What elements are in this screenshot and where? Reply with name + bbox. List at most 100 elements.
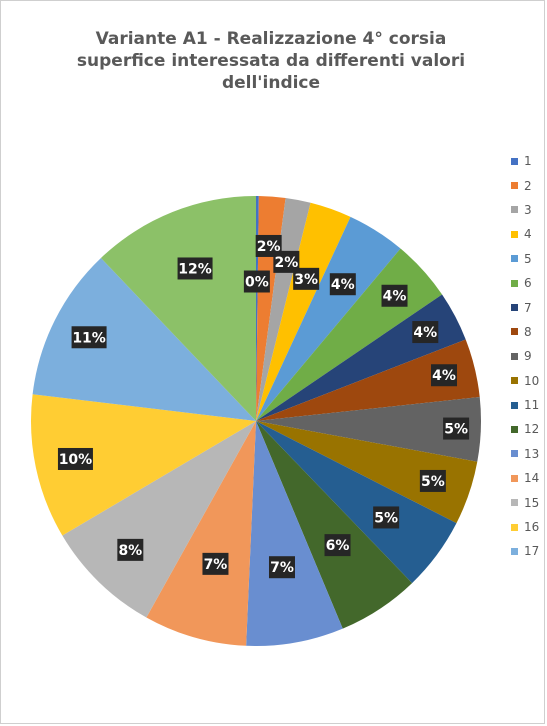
legend-label-12: 12 [524, 422, 540, 437]
data-label-text-15: 10% [59, 452, 93, 468]
legend-swatch-7 [511, 304, 518, 312]
legend-label-13: 13 [524, 446, 540, 461]
legend-swatch-11 [511, 401, 518, 409]
pie-slice-15 [30, 394, 257, 536]
legend-item-9: 9 [511, 344, 545, 368]
legend-swatch-1 [511, 157, 518, 165]
legend-label-9: 9 [524, 349, 532, 364]
data-label-box-4 [329, 273, 356, 296]
legend-swatch-5 [511, 255, 518, 263]
data-label-box-11 [324, 534, 351, 557]
legend: 1 2 3 4 5 6 7 8 9 10 11 12 13 14 15 16 17 [511, 149, 545, 564]
legend-label-7: 7 [524, 300, 532, 315]
data-label-12: 7% [268, 556, 295, 579]
legend-item-17: 17 [511, 539, 545, 563]
data-label-box-3 [293, 267, 320, 290]
data-label-text-16: 11% [72, 330, 106, 346]
chart-title: Variante A1 - Realizzazione 4° corsia su… [41, 28, 501, 94]
data-label-3: 3% [293, 267, 320, 290]
data-label-text-10: 5% [374, 510, 398, 526]
data-label-11: 6% [324, 534, 351, 557]
legend-swatch-17 [511, 547, 518, 555]
legend-swatch-14 [511, 474, 518, 482]
data-label-16: 11% [71, 326, 107, 349]
data-label-14: 8% [117, 538, 144, 561]
data-label-text-4: 4% [331, 277, 355, 293]
legend-label-14: 14 [524, 471, 540, 486]
data-label-text-6: 4% [413, 325, 437, 341]
data-label-text-2: 2% [274, 255, 298, 271]
data-label-7: 4% [431, 364, 458, 387]
legend-label-2: 2 [524, 178, 532, 193]
pie-slice-16 [32, 257, 257, 421]
legend-item-1: 1 [511, 149, 545, 173]
legend-item-6: 6 [511, 271, 545, 295]
data-label-box-8 [443, 417, 470, 440]
legend-item-2: 2 [511, 173, 545, 197]
legend-item-7: 7 [511, 295, 545, 319]
legend-item-15: 15 [511, 490, 545, 514]
legend-item-13: 13 [511, 442, 545, 466]
data-label-15: 10% [57, 447, 93, 470]
data-label-box-7 [431, 364, 458, 387]
legend-swatch-15 [511, 499, 518, 507]
pie-slice-14 [62, 421, 257, 618]
legend-swatch-12 [511, 425, 518, 433]
pie-slice-8 [256, 397, 482, 462]
data-label-9: 5% [419, 469, 446, 492]
pie-slice-3 [256, 202, 351, 421]
legend-swatch-4 [511, 230, 518, 238]
data-label-6: 4% [412, 321, 439, 344]
legend-label-16: 16 [524, 520, 540, 535]
data-label-5: 4% [381, 284, 408, 307]
legend-label-1: 1 [524, 154, 532, 169]
data-label-17: 12% [177, 257, 213, 280]
data-label-box-6 [412, 321, 439, 344]
data-label-text-11: 6% [326, 538, 350, 554]
legend-item-14: 14 [511, 466, 545, 490]
data-label-box-15 [57, 447, 93, 470]
data-label-box-5 [381, 284, 408, 307]
data-label-text-7: 4% [432, 368, 456, 384]
legend-label-5: 5 [524, 251, 532, 266]
pie-slice-10 [256, 421, 457, 584]
data-label-text-0: 0% [245, 275, 269, 291]
legend-item-4: 4 [511, 222, 545, 246]
data-label-10: 5% [373, 506, 400, 529]
pie-slice-7 [256, 339, 480, 421]
data-label-box-17 [177, 257, 213, 280]
data-label-text-5: 4% [383, 289, 407, 305]
legend-item-12: 12 [511, 417, 545, 441]
data-label-text-8: 5% [444, 422, 468, 438]
legend-swatch-9 [511, 352, 518, 360]
legend-label-11: 11 [524, 398, 540, 413]
chart-title-line-1: Variante A1 - Realizzazione 4° corsia [95, 29, 447, 49]
chart-title-line-3: dell'indice [221, 73, 321, 93]
data-label-box-14 [117, 538, 144, 561]
pie-slice-12 [246, 421, 343, 647]
legend-label-8: 8 [524, 324, 532, 339]
legend-swatch-6 [511, 279, 518, 287]
pie-slice-4 [256, 216, 401, 421]
data-label-box-0 [243, 270, 270, 293]
data-label-text-17: 12% [178, 261, 212, 277]
legend-label-17: 17 [524, 544, 540, 559]
legend-item-16: 16 [511, 515, 545, 539]
data-label-2: 2% [273, 250, 300, 273]
data-label-text-9: 5% [421, 474, 445, 490]
data-label-0: 0% [243, 270, 270, 293]
legend-swatch-16 [511, 523, 518, 531]
pie-slice-9 [256, 421, 478, 524]
legend-swatch-13 [511, 450, 518, 458]
data-label-4: 4% [329, 273, 356, 296]
data-label-box-10 [373, 506, 400, 529]
legend-item-11: 11 [511, 393, 545, 417]
pie-slice-17 [100, 196, 256, 421]
legend-label-4: 4 [524, 227, 532, 242]
pie-slice-13 [146, 421, 256, 646]
legend-label-15: 15 [524, 495, 540, 510]
pie-slice-11 [256, 421, 413, 629]
legend-label-3: 3 [524, 202, 532, 217]
